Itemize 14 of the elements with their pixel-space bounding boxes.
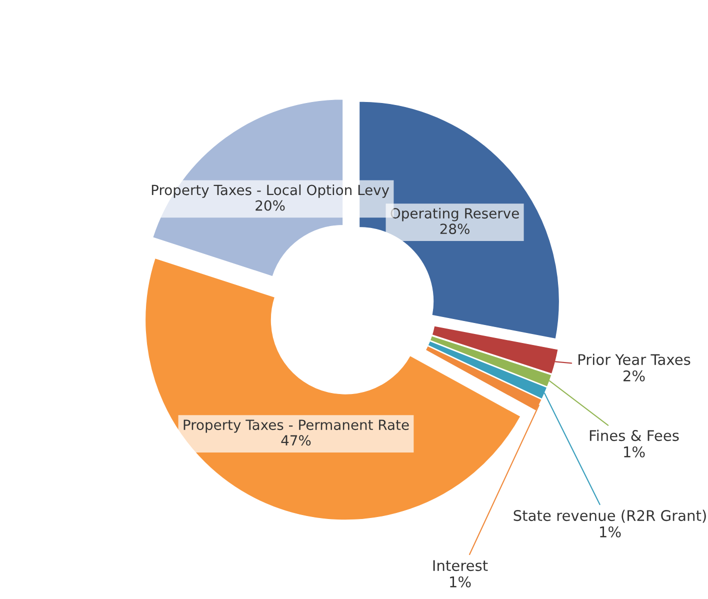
slice-label: State revenue (R2R Grant) bbox=[514, 510, 706, 523]
data-label: 1% bbox=[600, 526, 621, 538]
slice-label: Property Taxes - Permanent Rate bbox=[184, 420, 409, 433]
data-label: 47% bbox=[281, 435, 311, 446]
data-label: 2% bbox=[624, 370, 645, 382]
slice-label: Prior Year Taxes bbox=[578, 354, 690, 366]
data-label: 1% bbox=[624, 446, 645, 458]
data-label: 20% bbox=[256, 200, 285, 211]
data-label: 28% bbox=[440, 224, 470, 234]
slice-label: Interest bbox=[433, 560, 488, 572]
slice-label: Property Taxes - Local Option Levy bbox=[152, 184, 390, 198]
slice-label: Fines & Fees bbox=[590, 430, 679, 442]
data-label: 1% bbox=[450, 576, 471, 588]
slice-label: Operating Reserve bbox=[390, 208, 519, 222]
